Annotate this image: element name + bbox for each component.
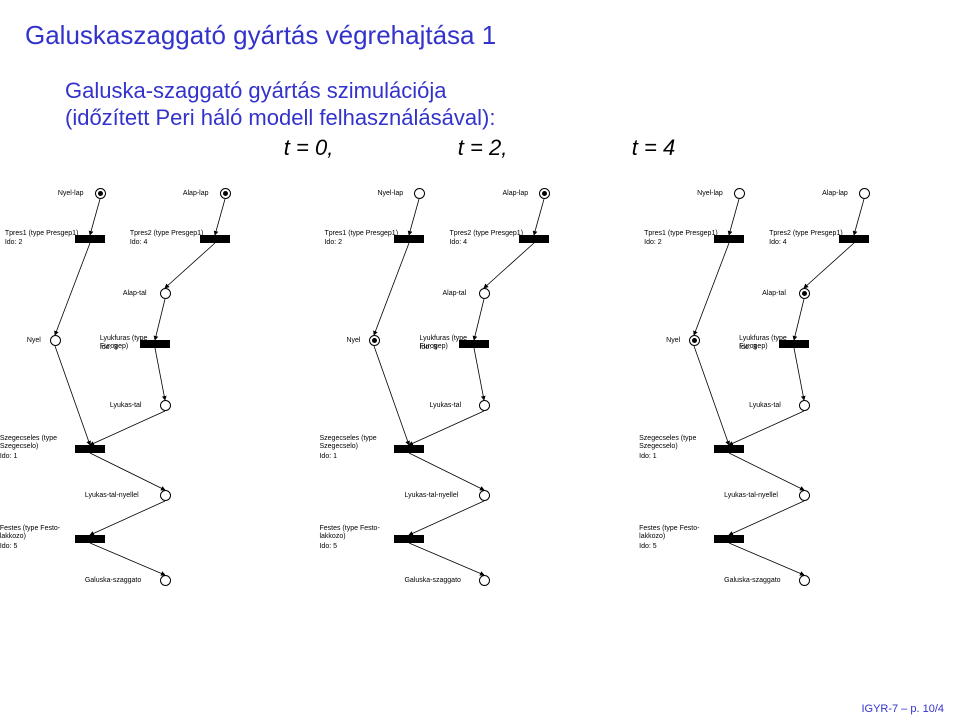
place-label-nyel-lap: Nyel-lap [697,190,723,197]
transition-sub-tpres2: Ido: 4 [130,239,148,246]
place-label-alap-tal: Alap-tal [123,290,147,297]
petri-net-t2: Nyel-lap Alap-lap Alap-tal Nyel Lyukas-tal Ly… [329,180,629,640]
place-alap-lap [220,188,231,199]
place-label-nyel-lap: Nyel-lap [58,190,84,197]
place-label-galuska-szaggato: Galuska-szaggato [404,577,460,584]
place-nyel-lap [95,188,106,199]
equations-row: t = 0, t = 2, t = 4 [0,135,959,161]
place-label-alap-lap: Alap-lap [183,190,209,197]
transition-sub-tpres1: Ido: 2 [324,239,342,246]
equation-t4: t = 4 [632,135,675,161]
place-label-nyel: Nyel [666,337,680,344]
place-label-lyukas-tal-nyellel: Lyukas-tal-nyellel [724,492,778,499]
transition-label-tpres2: Tpres2 (type Presgep1) [449,230,524,238]
transition-label-festes: Festes (type Festo- lakkozo) [639,525,714,540]
transition-label-festes: Festes (type Festo- lakkozo) [319,525,394,540]
equation-t0: t = 0, [284,135,334,161]
transition-label-szegecseles: Szegecseles (type Szegecselo) [0,435,75,450]
transition-szegecseles [714,445,744,453]
arcs-svg [10,180,310,640]
place-label-alap-lap: Alap-lap [502,190,528,197]
place-lyukas-tal-nyellel [160,490,171,501]
page-footer: IGYR-7 – p. 10/4 [861,703,944,715]
transition-szegecseles [75,445,105,453]
transition-label-tpres1: Tpres1 (type Presgep1) [324,230,399,238]
place-label-galuska-szaggato: Galuska-szaggato [85,577,141,584]
page-title: Galuskaszaggató gyártás végrehajtása 1 [25,20,496,51]
transition-szegecseles [394,445,424,453]
transition-sub-lyukfuras: Ido: 3 [739,344,757,351]
transition-sub-szegecseles: Ido: 1 [319,453,337,460]
place-label-lyukas-tal-nyellel: Lyukas-tal-nyellel [404,492,458,499]
transition-sub-festes: Ido: 5 [319,543,337,550]
petri-nets-container: Nyel-lap Alap-lap Alap-tal Nyel Lyukas-tal Ly… [0,180,959,640]
place-label-alap-tal: Alap-tal [442,290,466,297]
transition-sub-lyukfuras: Ido: 3 [419,344,437,351]
place-label-lyukas-tal: Lyukas-tal [110,402,142,409]
transition-label-szegecseles: Szegecseles (type Szegecselo) [319,435,394,450]
subtitle-line2: (időzített Peri háló modell felhasználás… [65,105,495,131]
place-label-nyel: Nyel [27,337,41,344]
transition-festes [714,535,744,543]
arcs-svg [329,180,629,640]
place-label-alap-tal: Alap-tal [762,290,786,297]
transition-festes [75,535,105,543]
transition-sub-szegecseles: Ido: 1 [0,453,17,460]
place-label-nyel: Nyel [346,337,360,344]
transition-label-festes: Festes (type Festo- lakkozo) [0,525,75,540]
subtitle-line1: Galuska-szaggató gyártás szimulációja [65,78,447,104]
transition-label-tpres1: Tpres1 (type Presgep1) [5,230,80,238]
place-alap-tal [160,288,171,299]
petri-net-t0: Nyel-lap Alap-lap Alap-tal Nyel Lyukas-tal Ly… [10,180,310,640]
transition-label-tpres2: Tpres2 (type Presgep1) [130,230,205,238]
place-label-nyel-lap: Nyel-lap [377,190,403,197]
transition-festes [394,535,424,543]
transition-sub-szegecseles: Ido: 1 [639,453,657,460]
transition-label-tpres1: Tpres1 (type Presgep1) [644,230,719,238]
transition-sub-lyukfuras: Ido: 3 [100,344,118,351]
transition-label-tpres2: Tpres2 (type Presgep1) [769,230,844,238]
transition-label-szegecseles: Szegecseles (type Szegecselo) [639,435,714,450]
place-label-lyukas-tal: Lyukas-tal [749,402,781,409]
transition-sub-tpres1: Ido: 2 [5,239,23,246]
place-lyukas-tal [160,400,171,411]
transition-sub-festes: Ido: 5 [639,543,657,550]
transition-sub-tpres1: Ido: 2 [644,239,662,246]
place-label-lyukas-tal-nyellel: Lyukas-tal-nyellel [85,492,139,499]
place-label-alap-lap: Alap-lap [822,190,848,197]
equation-t2: t = 2, [458,135,508,161]
transition-sub-festes: Ido: 5 [0,543,17,550]
place-nyel [50,335,61,346]
place-label-galuska-szaggato: Galuska-szaggato [724,577,780,584]
place-galuska-szaggato [160,575,171,586]
petri-net-t4: Nyel-lap Alap-lap Alap-tal Nyel Lyukas-tal Ly… [649,180,949,640]
transition-sub-tpres2: Ido: 4 [769,239,787,246]
transition-sub-tpres2: Ido: 4 [449,239,467,246]
place-label-lyukas-tal: Lyukas-tal [429,402,461,409]
arcs-svg [649,180,949,640]
